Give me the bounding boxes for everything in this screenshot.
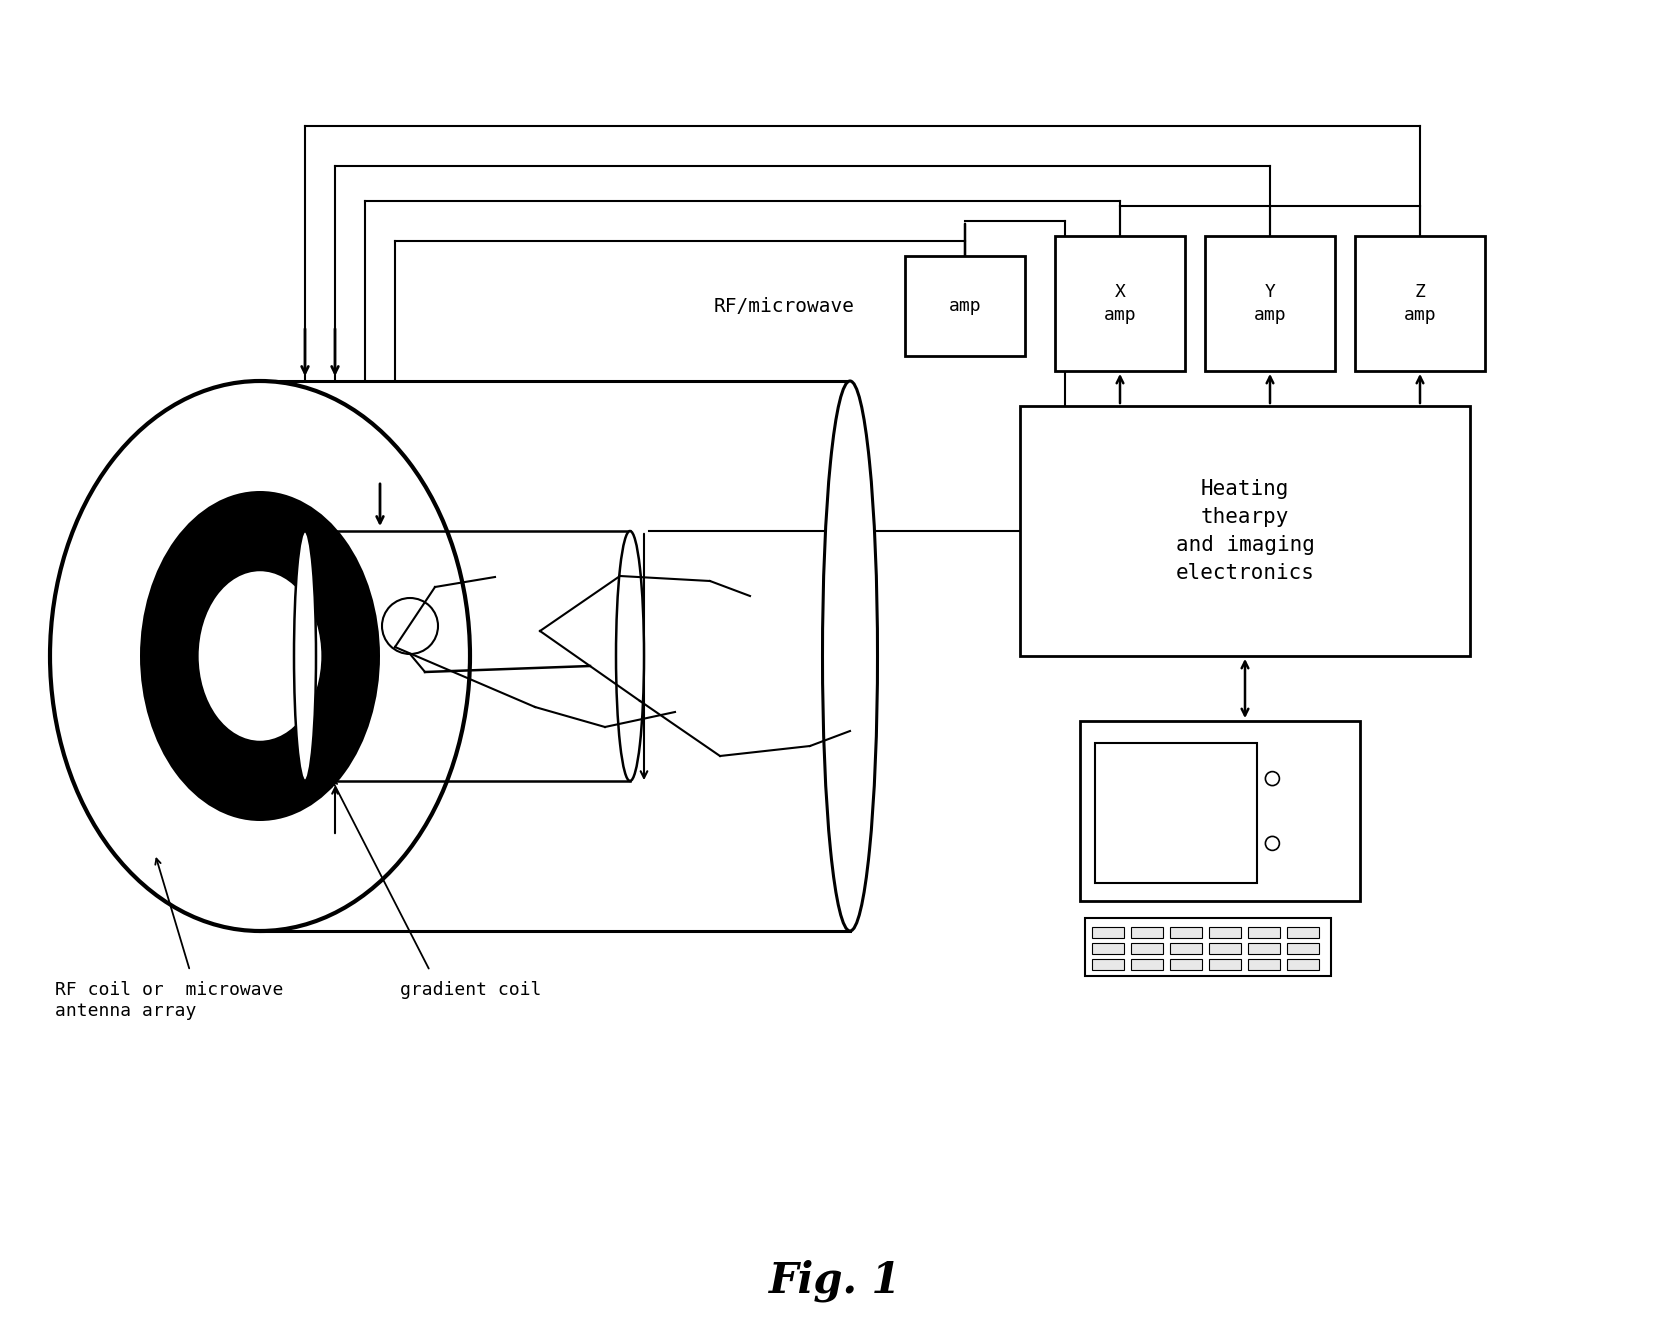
Text: gradient coil: gradient coil — [399, 981, 541, 999]
FancyBboxPatch shape — [1093, 943, 1123, 954]
Circle shape — [1265, 772, 1280, 786]
FancyBboxPatch shape — [1248, 943, 1280, 954]
Text: RF coil or  microwave
antenna array: RF coil or microwave antenna array — [55, 981, 284, 1019]
FancyBboxPatch shape — [1248, 927, 1280, 938]
FancyBboxPatch shape — [1131, 959, 1163, 970]
FancyBboxPatch shape — [1095, 743, 1257, 883]
Circle shape — [383, 599, 438, 655]
FancyBboxPatch shape — [1210, 959, 1242, 970]
FancyBboxPatch shape — [1131, 927, 1163, 938]
Text: Fig. 1: Fig. 1 — [769, 1260, 901, 1303]
Ellipse shape — [140, 492, 379, 822]
Text: Z
amp: Z amp — [1404, 283, 1437, 323]
Text: amp: amp — [949, 297, 981, 315]
FancyBboxPatch shape — [1210, 943, 1242, 954]
Ellipse shape — [822, 381, 877, 931]
FancyBboxPatch shape — [1248, 959, 1280, 970]
FancyBboxPatch shape — [1287, 927, 1318, 938]
FancyBboxPatch shape — [1355, 236, 1486, 371]
FancyBboxPatch shape — [1079, 721, 1360, 900]
FancyBboxPatch shape — [1093, 927, 1123, 938]
FancyBboxPatch shape — [1170, 959, 1201, 970]
Ellipse shape — [294, 530, 316, 782]
FancyBboxPatch shape — [1170, 943, 1201, 954]
FancyBboxPatch shape — [1084, 918, 1332, 977]
Ellipse shape — [617, 530, 643, 782]
FancyBboxPatch shape — [906, 257, 1024, 355]
FancyBboxPatch shape — [1054, 236, 1185, 371]
FancyBboxPatch shape — [1287, 959, 1318, 970]
FancyBboxPatch shape — [1287, 943, 1318, 954]
Ellipse shape — [50, 381, 470, 931]
FancyBboxPatch shape — [1170, 927, 1201, 938]
FancyBboxPatch shape — [1131, 943, 1163, 954]
FancyBboxPatch shape — [1019, 406, 1470, 656]
Text: X
amp: X amp — [1103, 283, 1136, 323]
Text: Heating
thearpy
and imaging
electronics: Heating thearpy and imaging electronics — [1176, 480, 1315, 582]
Circle shape — [1265, 836, 1280, 851]
Text: RF/microwave: RF/microwave — [714, 297, 856, 315]
FancyBboxPatch shape — [1093, 959, 1123, 970]
Text: Y
amp: Y amp — [1253, 283, 1287, 323]
Ellipse shape — [197, 570, 323, 741]
FancyBboxPatch shape — [1205, 236, 1335, 371]
FancyBboxPatch shape — [1210, 927, 1242, 938]
